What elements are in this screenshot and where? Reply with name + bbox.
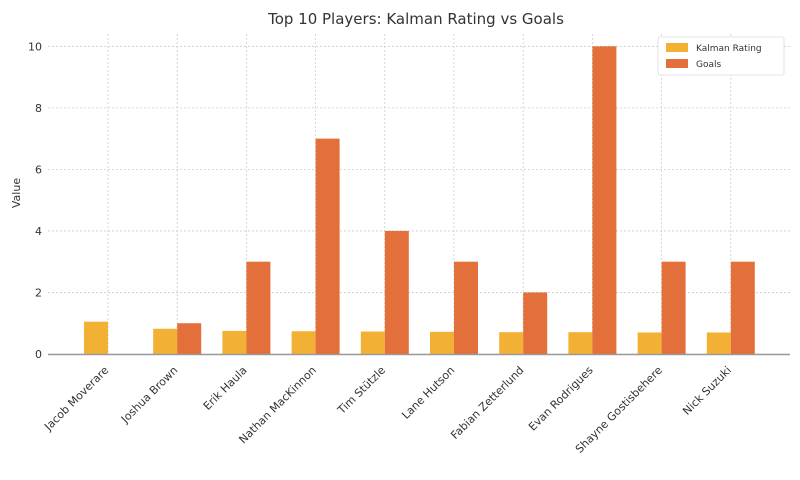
x-tick-label-tim-stutzle: Tim Stützle xyxy=(334,364,388,418)
bar-kalman-rating-nick-suzuki xyxy=(706,332,731,354)
bar-goals-evan-rodrigues xyxy=(592,46,617,355)
bar-kalman-rating-nathan-mackinnon xyxy=(291,331,316,354)
bar-kalman-rating-shayne-gostisbehere xyxy=(637,332,662,354)
y-tick-label: 6 xyxy=(35,163,42,176)
chart-title: Top 10 Players: Kalman Rating vs Goals xyxy=(267,10,564,28)
bar-goals-tim-stutzle xyxy=(384,230,409,354)
x-tick-label-lane-hutson: Lane Hutson xyxy=(399,364,457,422)
y-tick-label: 0 xyxy=(35,348,42,361)
bars xyxy=(84,46,755,355)
legend-swatch-goals xyxy=(666,59,688,68)
legend-swatch-kalman-rating xyxy=(666,43,688,52)
x-tick-label-evan-rodrigues: Evan Rodrigues xyxy=(526,364,596,434)
bar-kalman-rating-tim-stutzle xyxy=(360,331,385,354)
y-tick-label: 10 xyxy=(28,40,42,53)
y-tick-labels: 0 2 4 6 8 10 xyxy=(28,40,42,361)
y-tick-label: 2 xyxy=(35,286,42,299)
x-tick-label-nathan-mackinnon: Nathan MacKinnon xyxy=(236,364,319,447)
bar-kalman-rating-jacob-moverare xyxy=(84,321,108,354)
bar-kalman-rating-lane-hutson xyxy=(430,331,454,354)
legend-frame xyxy=(657,36,785,76)
bar-kalman-rating-evan-rodrigues xyxy=(568,332,593,354)
bar-goals-lane-hutson xyxy=(454,261,478,354)
bar-kalman-rating-erik-haula xyxy=(222,330,247,354)
bar-kalman-rating-joshua-brown xyxy=(153,328,178,354)
y-tick-label: 8 xyxy=(35,102,42,115)
bar-goals-nathan-mackinnon xyxy=(315,138,340,354)
bar-kalman-rating-fabian-zetterlund xyxy=(499,332,524,354)
x-tick-label-jacob-moverare: Jacob Moverare xyxy=(41,364,111,434)
bar-goals-erik-haula xyxy=(246,261,271,354)
legend: Kalman Rating Goals xyxy=(657,36,785,76)
y-tick-label: 4 xyxy=(35,225,42,238)
bar-goals-shayne-gostisbehere xyxy=(661,261,686,354)
x-tick-label-joshua-brown: Joshua Brown xyxy=(118,364,181,427)
legend-label-kalman-rating: Kalman Rating xyxy=(696,44,762,54)
x-tick-labels: Jacob Moverare Joshua Brown Erik HaulaNath… xyxy=(41,364,734,456)
x-tick-label-erik-haula: Erik Haula xyxy=(201,364,250,413)
bar-goals-nick-suzuki xyxy=(730,261,755,354)
bar-goals-joshua-brown xyxy=(177,323,202,354)
x-tick-label-nick-suzuki: Nick Suzuki xyxy=(680,364,734,418)
y-axis-label: Value xyxy=(10,178,23,208)
legend-label-goals: Goals xyxy=(696,60,721,70)
bar-goals-fabian-zetterlund xyxy=(523,292,548,354)
x-tick-label-fabian-zetterlund: Fabian Zetterlund xyxy=(448,364,526,442)
